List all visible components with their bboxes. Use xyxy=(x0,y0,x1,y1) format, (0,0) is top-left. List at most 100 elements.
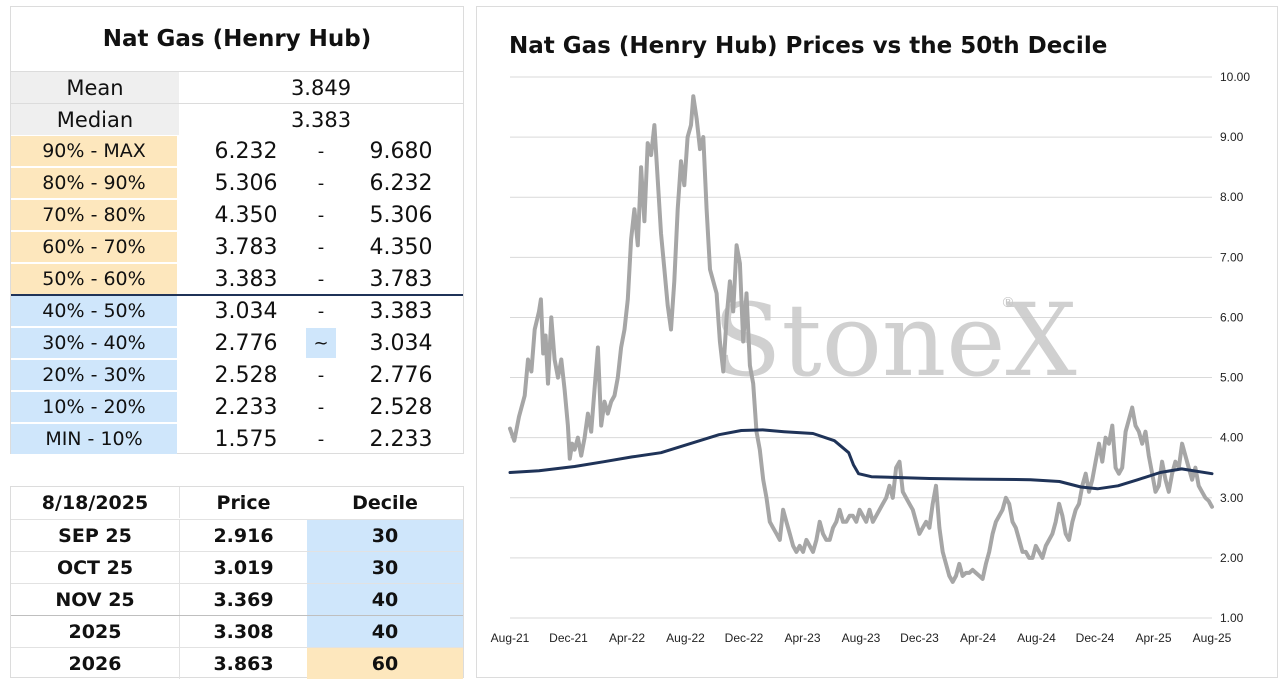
x-tick-label: Aug-25 xyxy=(1193,631,1232,645)
decile-range-low: 4.350 xyxy=(214,202,278,228)
registered-mark: ® xyxy=(1001,295,1015,311)
range-separator: - xyxy=(317,396,325,418)
y-tick-label: 6.00 xyxy=(1220,310,1244,324)
contract-price: 3.369 xyxy=(179,584,307,615)
header-price: Price xyxy=(179,487,307,518)
contract-decile: 60 xyxy=(307,648,463,679)
range-separator: - xyxy=(317,236,325,258)
mean-row: Mean 3.849 xyxy=(11,71,463,103)
decile-range-high: 9.680 xyxy=(369,138,433,164)
decile-range-low: 2.233 xyxy=(214,394,278,420)
range-separator: - xyxy=(317,268,325,290)
x-tick-label: Apr-24 xyxy=(960,631,996,645)
decile-range-label: 30% - 40% xyxy=(11,328,177,358)
median-divider xyxy=(11,294,463,296)
x-tick-label: Dec-23 xyxy=(900,631,939,645)
decile-range-row: 70% - 80% 4.350 - 5.306 xyxy=(11,199,463,231)
x-tick-label: Aug-21 xyxy=(491,631,530,645)
decile-range-high: 2.233 xyxy=(369,426,433,452)
header-decile: Decile xyxy=(352,491,418,514)
chart-panel: Nat Gas (Henry Hub) Prices vs the 50th D… xyxy=(476,6,1278,678)
contract-name: SEP 25 xyxy=(58,524,132,547)
decile-range-row: 90% - MAX 6.232 - 9.680 xyxy=(11,135,463,167)
x-tick-label: Apr-22 xyxy=(609,631,645,645)
decile-range-high: 5.306 xyxy=(369,202,433,228)
x-tick-label: Dec-24 xyxy=(1076,631,1115,645)
range-separator: - xyxy=(317,300,325,322)
decile-range-row: 30% - 40% 2.776 ~3.034 xyxy=(11,327,463,359)
header-date: 8/18/2025 xyxy=(41,491,149,514)
price-table-header: 8/18/2025 Price Decile xyxy=(11,487,463,519)
decile-range-row: 10% - 20% 2.233 - 2.528 xyxy=(11,391,463,423)
price-table: 8/18/2025 Price Decile SEP 25 2.916 30 OCT … xyxy=(10,486,464,679)
decile-range-row: 50% - 60% 3.383 - 3.783 xyxy=(11,263,463,295)
contract-price: 3.863 xyxy=(179,648,307,679)
decile-range-high: 2.776 xyxy=(369,362,433,388)
x-tick-label: Dec-22 xyxy=(725,631,764,645)
x-tick-label: Dec-21 xyxy=(549,631,588,645)
range-separator: - xyxy=(317,172,325,194)
range-separator: - xyxy=(317,364,325,386)
decile-range-high: 4.350 xyxy=(369,234,433,260)
decile-range-low: 3.034 xyxy=(214,298,278,324)
decile-range-high: 3.383 xyxy=(369,298,433,324)
decile-range-low: 5.306 xyxy=(214,170,278,196)
price-table-row: NOV 25 3.369 40 xyxy=(11,583,463,615)
contract-decile: 30 xyxy=(307,520,463,551)
price-table-row: OCT 25 3.019 30 xyxy=(11,551,463,583)
decile-range-label: 20% - 30% xyxy=(11,360,177,390)
decile-range-label: 50% - 60% xyxy=(11,264,177,294)
decile-range-row: MIN - 10% 1.575 - 2.233 xyxy=(11,423,463,455)
decile-range-label: 60% - 70% xyxy=(11,232,177,262)
contract-decile: 40 xyxy=(307,616,463,647)
decile-range-high: 3.783 xyxy=(369,266,433,292)
contract-decile: 40 xyxy=(307,584,463,615)
x-tick-label: Aug-23 xyxy=(842,631,881,645)
decile-range-row: 60% - 70% 3.783 - 4.350 xyxy=(11,231,463,263)
decile-range-high: 2.528 xyxy=(369,394,433,420)
stonex-watermark: StoneX xyxy=(713,282,1077,399)
decile-range-label: 70% - 80% xyxy=(11,200,177,230)
x-tick-label: Apr-23 xyxy=(784,631,820,645)
mean-value: 3.849 xyxy=(290,75,352,100)
decile-range-low: 3.783 xyxy=(214,234,278,260)
x-tick-label: Apr-25 xyxy=(1135,631,1171,645)
decile-range-row: 80% - 90% 5.306 - 6.232 xyxy=(11,167,463,199)
decile-table: Nat Gas (Henry Hub) Mean 3.849 Median 3.… xyxy=(10,6,464,454)
decile-range-label: 80% - 90% xyxy=(11,168,177,198)
range-separator: - xyxy=(317,140,325,162)
price-table-row: 2026 3.863 60 xyxy=(11,647,463,679)
decile-range-label: 40% - 50% xyxy=(11,296,177,326)
price-chart: 1.00 2.00 3.00 4.00 5.00 6.00 7.00 8.00 9.00 10.0… xyxy=(491,70,1251,645)
decile-range-label: 10% - 20% xyxy=(11,392,177,422)
y-tick-label: 2.00 xyxy=(1220,551,1244,565)
range-separator: - xyxy=(317,428,325,450)
contract-name: OCT 25 xyxy=(56,556,134,579)
y-tick-label: 1.00 xyxy=(1220,611,1244,625)
decile-range-row: 20% - 30% 2.528 - 2.776 xyxy=(11,359,463,391)
price-table-row: SEP 25 2.916 30 xyxy=(11,519,463,551)
decile-range-low: 1.575 xyxy=(214,426,278,452)
contract-price: 3.019 xyxy=(179,552,307,583)
mean-label: Mean xyxy=(11,72,179,103)
fiftieth-decile-line xyxy=(508,428,1214,491)
decile-range-high: 3.034 xyxy=(369,330,433,356)
contract-name: NOV 25 xyxy=(55,588,135,611)
chart-title: Nat Gas (Henry Hub) Prices vs the 50th D… xyxy=(509,33,1108,59)
y-tick-label: 5.00 xyxy=(1220,371,1244,385)
y-tick-label: 9.00 xyxy=(1220,130,1244,144)
decile-range-low: 2.776 xyxy=(214,330,278,356)
median-row: Median 3.383 xyxy=(11,103,463,135)
median-value: 3.383 xyxy=(290,107,352,132)
y-tick-label: 10.00 xyxy=(1220,70,1250,84)
y-tick-label: 4.00 xyxy=(1220,431,1244,445)
x-tick-label: Aug-24 xyxy=(1017,631,1056,645)
decile-range-row: 40% - 50% 3.034 - 3.383 xyxy=(11,295,463,327)
y-tick-label: 7.00 xyxy=(1220,250,1244,264)
contract-price: 2.916 xyxy=(179,520,307,551)
decile-range-high: 6.232 xyxy=(369,170,433,196)
price-table-row: 2025 3.308 40 xyxy=(11,615,463,647)
current-decile-marker: ~ xyxy=(306,328,336,358)
y-tick-label: 3.00 xyxy=(1220,491,1244,505)
decile-range-label: 90% - MAX xyxy=(11,136,177,166)
